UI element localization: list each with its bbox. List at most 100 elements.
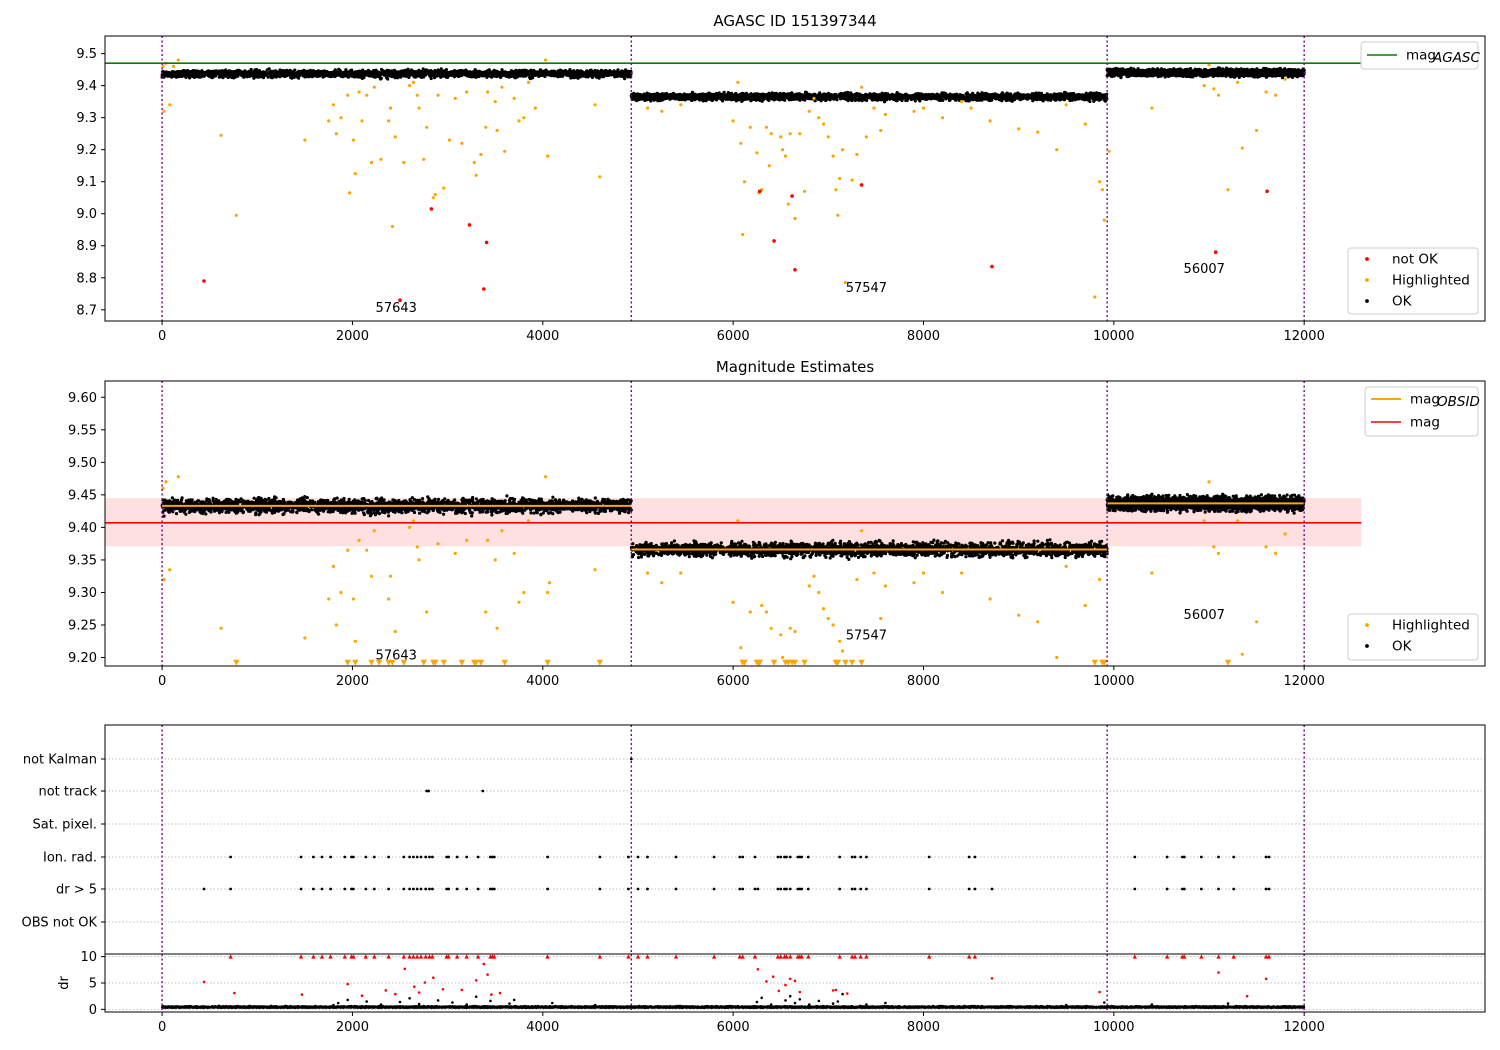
ok-point: [540, 71, 544, 75]
ok-point: [1052, 95, 1056, 99]
ok-point: [274, 70, 278, 74]
ok-point: [708, 93, 713, 97]
ok-point: [565, 71, 569, 75]
ok-point: [224, 68, 228, 72]
ok-point: [516, 71, 520, 75]
ok-point: [464, 68, 468, 72]
ok-point: [407, 75, 411, 79]
ok-point: [444, 68, 448, 72]
ok-point: [428, 71, 432, 75]
ok-point: [873, 92, 877, 96]
ok-point: [271, 70, 275, 74]
ok-point: [174, 75, 178, 79]
ok-point: [368, 70, 372, 74]
ok-point: [993, 92, 997, 96]
ok-point: [394, 74, 398, 78]
ok-point: [530, 70, 534, 74]
ok-point: [495, 74, 499, 78]
ok-point: [302, 68, 306, 72]
ok-point: [416, 73, 420, 77]
ok-point: [439, 67, 443, 71]
ok-point: [701, 99, 705, 103]
ok-point: [297, 76, 301, 80]
ok-point: [253, 75, 257, 79]
ok-point: [479, 72, 483, 76]
ok-point: [359, 72, 363, 76]
ok-point: [404, 70, 408, 74]
ok-point: [1012, 96, 1016, 100]
ok-point: [839, 91, 843, 95]
ok-point: [612, 72, 616, 76]
ok-point: [1061, 94, 1065, 98]
ok-point: [283, 71, 287, 75]
ok-point: [528, 74, 532, 78]
ok-point: [421, 69, 425, 73]
ok-point: [322, 70, 326, 74]
ok-point: [368, 73, 372, 77]
ok-point: [410, 72, 414, 76]
ok-point: [397, 75, 401, 79]
ok-point: [463, 71, 467, 75]
ok-point: [619, 71, 623, 75]
ok-point: [199, 75, 204, 79]
ok-point: [1074, 97, 1078, 101]
ok-point: [490, 72, 494, 76]
ok-point: [853, 98, 857, 102]
ok-point: [475, 71, 479, 75]
ok-point: [204, 71, 208, 75]
ok-point: [1057, 97, 1061, 101]
ok-point: [1015, 93, 1019, 97]
ok-point: [193, 70, 197, 74]
ok-point: [616, 70, 620, 74]
ok-point: [407, 70, 411, 74]
ok-point: [321, 74, 325, 78]
ok-point: [386, 70, 390, 74]
ok-point: [996, 94, 1001, 99]
ok-point: [522, 71, 526, 76]
ok-point: [214, 70, 218, 74]
ok-point: [990, 92, 995, 96]
ok-point: [358, 75, 362, 79]
ok-point: [957, 95, 961, 99]
ok-point: [255, 68, 259, 72]
ok-point: [210, 74, 214, 78]
ok-point: [332, 69, 337, 73]
ok-point: [525, 70, 530, 74]
ok-point: [247, 73, 251, 77]
ok-points: [160, 67, 633, 81]
ok-point: [425, 71, 429, 75]
ok-point: [266, 75, 270, 79]
ok-point: [188, 73, 192, 77]
ok-point: [219, 73, 223, 77]
ok-point: [707, 96, 712, 100]
ok-point: [438, 74, 442, 78]
ok-point: [1058, 93, 1063, 97]
ok-point: [379, 67, 384, 72]
ok-point: [585, 72, 589, 76]
ok-point: [497, 72, 501, 76]
ok-point: [623, 72, 628, 76]
ok-point: [352, 74, 356, 79]
ok-point: [555, 71, 559, 75]
ok-point: [857, 92, 862, 96]
ok-point: [442, 69, 446, 73]
ok-point: [193, 74, 197, 78]
ok-point: [560, 69, 564, 73]
ok-point: [509, 74, 513, 78]
ok-point: [485, 72, 489, 76]
ok-point: [743, 97, 747, 101]
ok-point: [623, 77, 627, 81]
ok-point: [277, 70, 281, 74]
ok-point: [482, 74, 486, 78]
ok-point: [200, 69, 204, 73]
ok-point: [237, 71, 241, 75]
ok-point: [452, 73, 456, 77]
ok-point: [431, 71, 436, 75]
ok-point: [329, 70, 333, 75]
ok-point: [575, 71, 579, 75]
ok-point: [386, 77, 390, 81]
ok-point: [495, 69, 499, 73]
ok-point: [520, 68, 524, 73]
ok-point: [595, 73, 599, 77]
